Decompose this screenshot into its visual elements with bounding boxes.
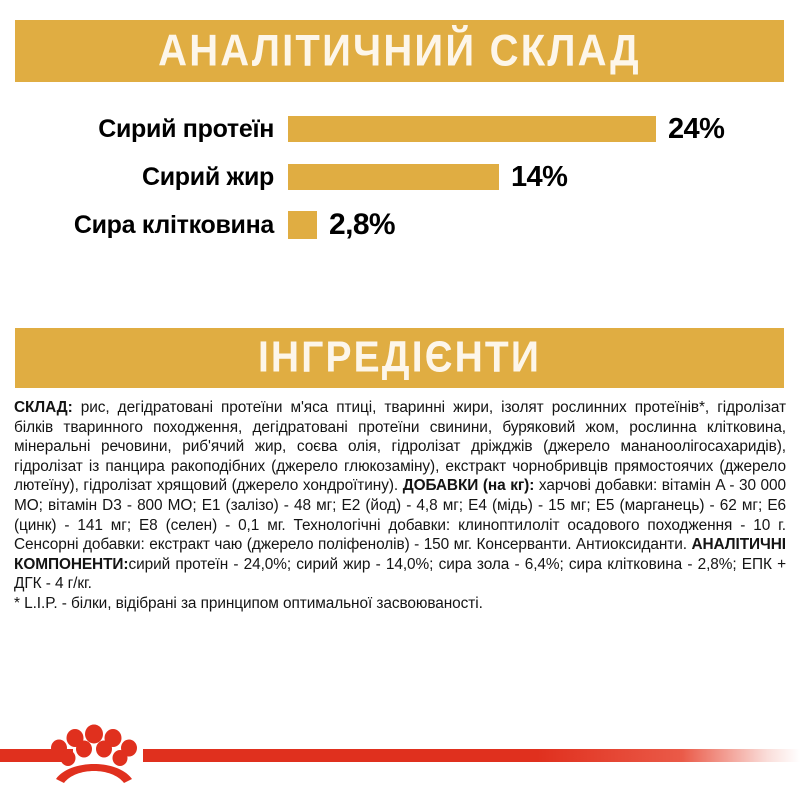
chart-bar-wrap: 14%: [288, 156, 568, 198]
ingredients-body: СКЛАД: рис, дегідратовані протеїни м'яса…: [14, 398, 786, 614]
section-header-ingredients-title: ІНГРЕДІЄНТИ: [257, 333, 542, 382]
royal-canin-crown-icon: [51, 724, 137, 783]
ingredients-label-analytical-components: АНАЛІТИЧНІ КОМПОНЕНТИ:: [14, 536, 786, 573]
chart-row: Сирий жир 14%: [0, 156, 800, 198]
section-header-ingredients: ІНГРЕДІЄНТИ: [15, 328, 784, 388]
chart-row: Сира клітковина 2,8%: [0, 204, 800, 246]
ingredients-label-composition: СКЛАД:: [14, 399, 73, 416]
chart-value-label: 14%: [511, 160, 568, 193]
section-header-analytical-title: АНАЛІТИЧНИЙ СКЛАД: [158, 25, 641, 76]
chart-value-label: 2,8%: [329, 208, 396, 241]
footer-rule-right: [143, 749, 800, 762]
ingredients-text-composition: рис, дегідратовані протеїни м'яса птиці,…: [14, 399, 786, 495]
chart-bar: [288, 116, 656, 142]
chart-bar: [288, 164, 499, 190]
ingredients-paragraph: СКЛАД: рис, дегідратовані протеїни м'яса…: [14, 398, 786, 594]
analytical-composition-chart: Сирий протеїн 24% Сирий жир 14% Сира клі…: [0, 100, 800, 250]
ingredients-text-additives: харчові добавки: вітамін A - 30 000 МО; …: [14, 477, 786, 554]
chart-category-label: Сира клітковина: [73, 210, 274, 239]
ingredients-text-analytical-components: сирий протеїн - 24,0%; сирий жир - 14,0%…: [14, 555, 786, 593]
chart-bar-wrap: 2,8%: [288, 204, 396, 246]
ingredients-footnote: * L.I.P. - білки, відібрані за принципом…: [14, 594, 483, 612]
chart-category-label: Сирий протеїн: [98, 114, 274, 143]
chart-bar-wrap: 24%: [288, 108, 725, 150]
chart-category-label: Сирий жир: [141, 162, 274, 191]
chart-value-label: 24%: [668, 112, 725, 145]
ingredients-label-additives: ДОБАВКИ (на кг):: [402, 477, 535, 495]
chart-bar: [288, 211, 317, 239]
chart-row: Сирий протеїн 24%: [0, 108, 800, 150]
section-header-analytical-composition: АНАЛІТИЧНИЙ СКЛАД: [15, 20, 784, 82]
